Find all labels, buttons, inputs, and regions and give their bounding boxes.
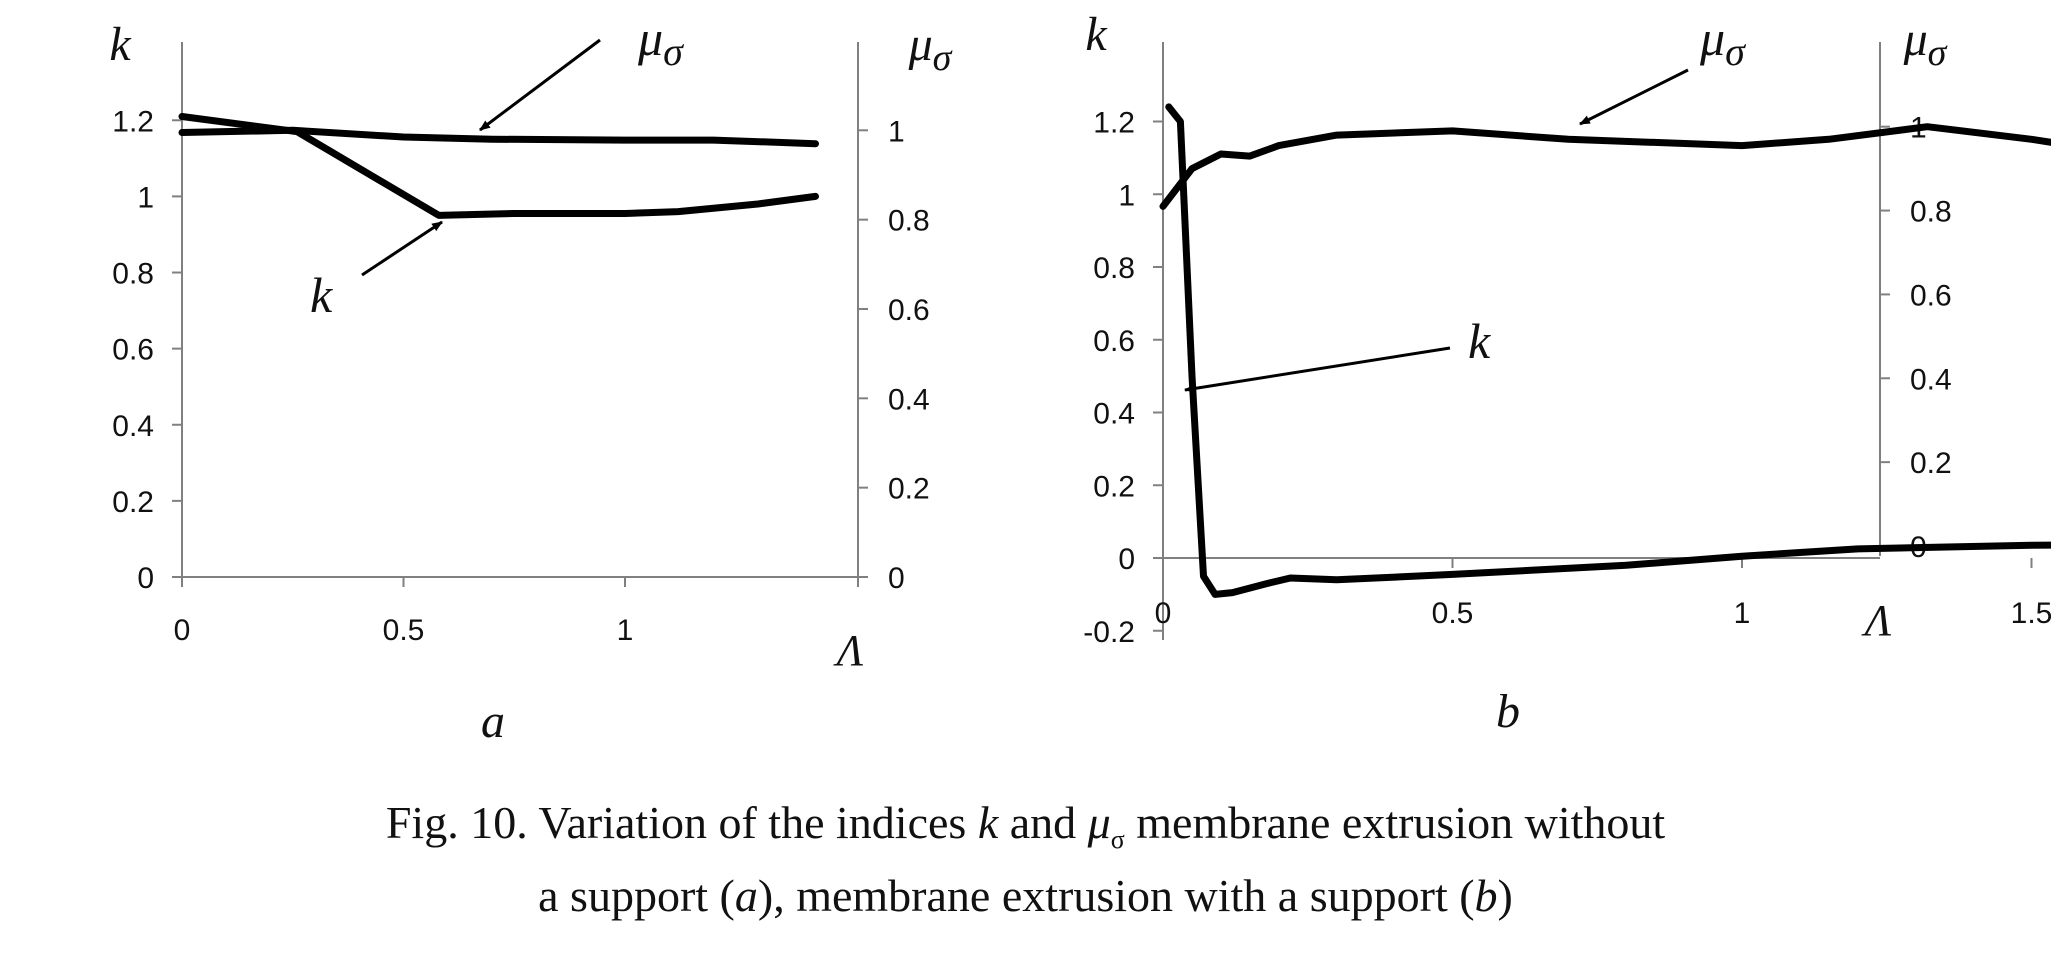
annotation-arrow-mu-sigma xyxy=(479,38,601,132)
y-left-axis-title: k xyxy=(1085,8,1108,61)
y-left-tick-label: -0.2 xyxy=(1083,616,1135,649)
caption-b: b xyxy=(1474,870,1498,922)
figure-caption: Fig. 10. Variation of the indices k and … xyxy=(0,795,2051,924)
y-left-tick-label: 1 xyxy=(137,181,154,214)
y-left-tick-label: 0.4 xyxy=(1093,398,1135,431)
y-right-axis-title: μσ xyxy=(1903,13,1948,74)
caption-line-1: Fig. 10. Variation of the indices k and … xyxy=(0,795,2051,868)
y-right-tick-label: 0.4 xyxy=(1910,363,1952,396)
caption-mu-sub: σ xyxy=(1110,825,1125,855)
caption-rest: membrane extrusion without xyxy=(1124,797,1666,848)
annotation-mu-sigma: μσ xyxy=(637,10,684,74)
y-right-tick-label: 0.8 xyxy=(888,205,930,238)
x-tick-label: 0.5 xyxy=(383,614,425,647)
caption-line2-c: ) xyxy=(1497,870,1513,922)
x-tick-label: 1 xyxy=(1734,597,1751,630)
series-line-k xyxy=(1165,103,2051,598)
caption-line2-a: a support ( xyxy=(538,870,735,922)
y-right-tick-label: 0.2 xyxy=(888,473,930,506)
y-right-axis-title: μσ xyxy=(908,18,953,79)
y-left-tick-label: 0.2 xyxy=(1093,470,1135,503)
y-right-tick-label: 0.4 xyxy=(888,383,930,416)
x-axis-title: Λ xyxy=(1861,596,1892,645)
series-line-k xyxy=(178,113,819,219)
y-left-tick-label: 1.2 xyxy=(1093,107,1135,140)
series-line-mu-sigma xyxy=(1159,123,2051,210)
y-right-tick-label: 0.8 xyxy=(1910,196,1952,229)
annotation-k: k xyxy=(1468,313,1491,369)
caption-line2-b: ), membrane extrusion with a support ( xyxy=(757,870,1475,922)
x-tick-label: 1.5 xyxy=(2011,597,2051,630)
x-tick-label: 1 xyxy=(617,614,634,647)
y-left-tick-label: 0.6 xyxy=(112,334,154,367)
y-left-tick-label: 0.4 xyxy=(112,410,154,443)
series-line-mu-sigma xyxy=(178,126,819,148)
x-tick-label: 0.5 xyxy=(1432,597,1474,630)
y-right-tick-label: 0.6 xyxy=(888,294,930,327)
annotation-k: k xyxy=(310,267,333,323)
y-left-tick-label: 0 xyxy=(137,562,154,595)
x-tick-label: 0 xyxy=(174,614,191,647)
annotation-arrow-k xyxy=(361,220,443,277)
x-tick-label: 0 xyxy=(1155,597,1172,630)
caption-a: a xyxy=(734,870,758,922)
panel-label: a xyxy=(481,695,505,748)
y-left-tick-label: 0.2 xyxy=(112,486,154,519)
y-left-tick-label: 1 xyxy=(1118,179,1135,212)
panel-label: b xyxy=(1496,685,1520,738)
caption-line-2: a support (a), membrane extrusion with a… xyxy=(0,868,2051,924)
caption-and: and xyxy=(998,797,1088,848)
annotation-arrow-k xyxy=(1183,346,1451,393)
y-right-tick-label: 0.2 xyxy=(1910,447,1952,480)
caption-mu: μ xyxy=(1087,797,1111,848)
y-right-tick-label: 0 xyxy=(888,562,905,595)
y-left-axis-title: k xyxy=(109,18,132,71)
chart-panel-b: -0.200.20.40.60.811.200.20.40.60.810 0.5 1… xyxy=(1083,8,2051,738)
annotation-mu-sigma: μσ xyxy=(1699,10,1746,74)
annotation-arrow-mu-sigma xyxy=(1579,68,1689,126)
chart-panel-a: 0 0.2 0.4 0.6 0.8 1 1.2 0 0.2 0.4 0.6 0.8 1 0 0.5 1 k μσ Λ… xyxy=(109,10,952,748)
y-left-tick-label: 0.8 xyxy=(1093,252,1135,285)
y-right-tick-label: 1 xyxy=(888,115,905,148)
y-left-tick-label: 0 xyxy=(1118,543,1135,576)
y-left-tick-label: 1.2 xyxy=(112,105,154,138)
x-axis-title: Λ xyxy=(833,626,864,675)
y-left-tick-label: 0.8 xyxy=(112,258,154,291)
y-left-tick-label: 0.6 xyxy=(1093,325,1135,358)
y-right-tick-label: 0.6 xyxy=(1910,279,1952,312)
caption-prefix: Fig. 10. Variation of the indices xyxy=(385,797,978,848)
caption-k: k xyxy=(977,797,999,848)
